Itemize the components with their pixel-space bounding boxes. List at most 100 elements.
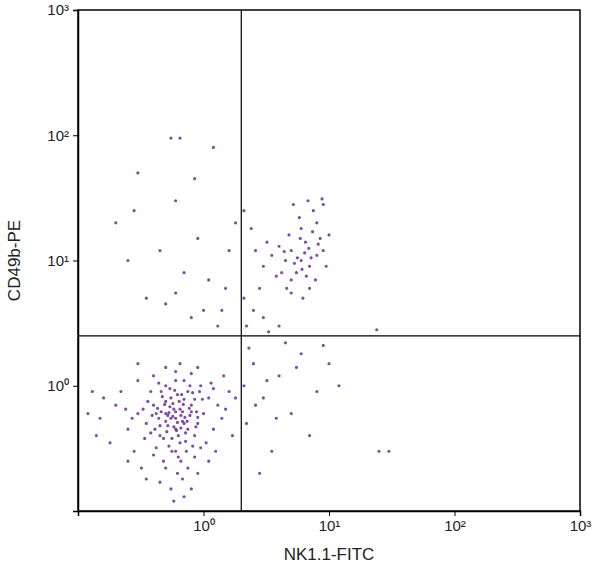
point	[337, 384, 340, 387]
x-tick-mark	[204, 511, 205, 516]
point	[168, 405, 171, 408]
point	[86, 412, 89, 415]
point	[245, 324, 248, 327]
point	[190, 404, 193, 407]
point	[162, 460, 165, 463]
point	[136, 362, 139, 365]
point	[275, 417, 278, 420]
point	[167, 444, 170, 447]
point	[170, 450, 173, 453]
point	[186, 390, 189, 393]
point	[162, 437, 165, 440]
point	[245, 422, 248, 425]
point	[222, 374, 225, 377]
point	[133, 209, 136, 212]
point	[290, 249, 293, 252]
point	[314, 278, 317, 281]
point	[309, 256, 312, 259]
point	[172, 408, 175, 411]
point	[193, 434, 196, 437]
point	[145, 297, 148, 300]
y-tick: 10³	[47, 1, 78, 18]
point	[307, 247, 310, 250]
point	[163, 403, 166, 406]
point	[176, 393, 179, 396]
point	[193, 398, 196, 401]
point	[300, 352, 303, 355]
y-axis: 10⁰10¹10²10³	[47, 1, 78, 511]
point	[258, 472, 261, 475]
point	[252, 362, 255, 365]
point	[252, 309, 255, 312]
point	[157, 417, 160, 420]
point	[151, 414, 154, 417]
y-tick: 10²	[47, 127, 78, 144]
point	[247, 346, 250, 349]
point	[190, 487, 193, 490]
point	[311, 230, 314, 233]
point	[176, 421, 179, 424]
point	[172, 499, 175, 502]
point	[198, 390, 201, 393]
point	[99, 417, 102, 420]
point	[284, 259, 287, 262]
point	[293, 262, 296, 265]
y-tick-mark	[73, 261, 78, 262]
point	[143, 437, 146, 440]
point	[182, 379, 185, 382]
point	[169, 417, 172, 420]
y-axis-line	[73, 11, 79, 512]
x-tick-mark	[580, 511, 581, 516]
point	[308, 265, 311, 268]
point	[188, 414, 191, 417]
point	[181, 420, 184, 423]
point	[166, 414, 169, 417]
point	[164, 302, 167, 305]
x-tick-label: 10⁰	[193, 517, 215, 534]
point	[290, 291, 293, 294]
point	[228, 249, 231, 252]
point	[136, 412, 139, 415]
point	[265, 379, 268, 382]
point	[258, 287, 261, 290]
point	[170, 437, 173, 440]
point	[322, 344, 325, 347]
point	[224, 287, 227, 290]
point	[315, 221, 318, 224]
point	[305, 275, 308, 278]
point	[155, 412, 158, 415]
point	[165, 430, 168, 433]
point	[265, 241, 268, 244]
point	[188, 384, 191, 387]
point	[161, 395, 164, 398]
point	[178, 441, 181, 444]
point	[228, 390, 231, 393]
point	[191, 391, 194, 394]
point	[207, 396, 210, 399]
point	[156, 407, 159, 410]
point	[322, 203, 325, 206]
point	[164, 400, 167, 403]
point	[317, 243, 320, 246]
point	[277, 324, 280, 327]
point	[174, 291, 177, 294]
point	[114, 221, 117, 224]
point	[201, 398, 204, 401]
point	[262, 316, 265, 319]
point	[178, 136, 181, 139]
point	[284, 341, 287, 344]
point	[287, 233, 290, 236]
point	[196, 366, 199, 369]
point	[315, 254, 318, 257]
y-tick-mark	[73, 135, 78, 136]
point	[174, 370, 177, 373]
point	[199, 446, 202, 449]
y-tick: 10⁰	[47, 377, 78, 394]
point	[315, 390, 318, 393]
point	[158, 249, 161, 252]
point	[140, 467, 143, 470]
point	[177, 455, 180, 458]
point	[231, 434, 234, 437]
point	[164, 384, 167, 387]
point	[320, 197, 323, 200]
